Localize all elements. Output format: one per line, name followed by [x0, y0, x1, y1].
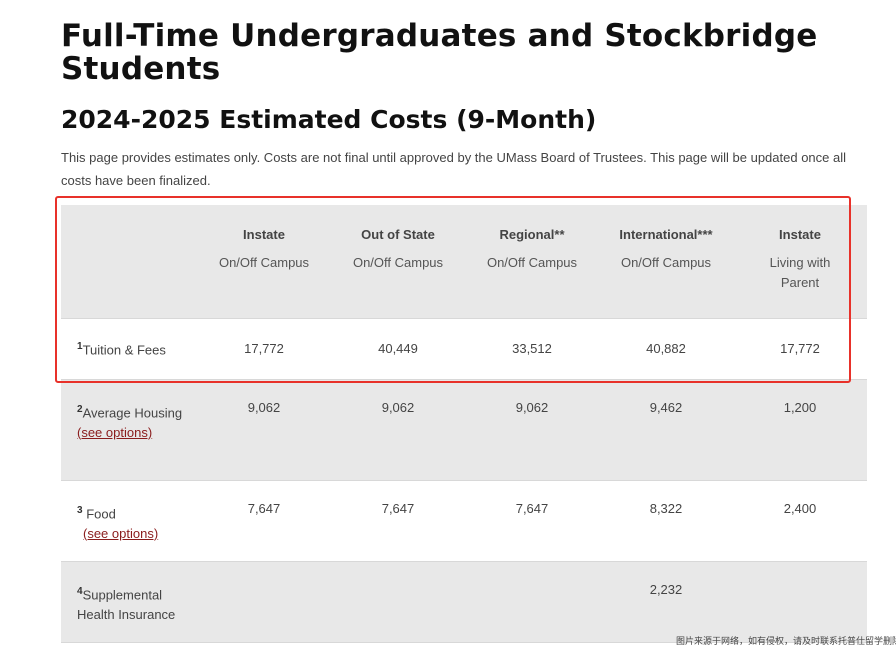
column-header: International*** On/Off Campus: [599, 205, 733, 319]
table-cell: 2,400: [733, 480, 867, 562]
table-cell: [331, 561, 465, 643]
table-cell: 40,882: [599, 318, 733, 380]
table-header-row: Instate On/Off Campus Out of State On/Off …: [61, 205, 867, 319]
see-options-link[interactable]: (see options): [77, 424, 153, 440]
table-cell: 9,062: [197, 379, 331, 481]
table-cell: 7,647: [331, 480, 465, 562]
table-cell: 9,462: [599, 379, 733, 481]
row-label: 4Supplemental Health Insurance: [61, 561, 197, 643]
table-cell: 1,200: [733, 379, 867, 481]
table-row: 3 Food (see options) 7,647 7,647 7,647 8,…: [61, 480, 867, 562]
table-row: 4Supplemental Health Insurance 2,232: [61, 561, 867, 643]
table-row: 1Tuition & Fees 17,772 40,449 33,512 40,…: [61, 318, 867, 380]
row-label: 1Tuition & Fees: [61, 318, 197, 380]
column-header: Instate On/Off Campus: [197, 205, 331, 319]
table-cell: 17,772: [197, 318, 331, 380]
table-cell: 9,062: [331, 379, 465, 481]
table-cell: 7,647: [465, 480, 599, 562]
table-row: 2Average Housing (see options) 9,062 9,0…: [61, 379, 867, 481]
row-label: 3 Food (see options): [61, 480, 197, 562]
column-header: Out of State On/Off Campus: [331, 205, 465, 319]
header-empty-cell: [61, 205, 197, 319]
page-subtitle: 2024-2025 Estimated Costs (9-Month): [61, 105, 597, 134]
watermark-text: 图片来源于网络，如有侵权，请及时联系托普仕留学删除: [676, 637, 896, 647]
page-title: Full-Time Undergraduates and Stockbridge…: [61, 18, 818, 87]
intro-text: This page provides estimates only. Costs…: [61, 150, 847, 188]
table-cell: 9,062: [465, 379, 599, 481]
column-header: Instate Living with Parent: [733, 205, 867, 319]
table-cell: [197, 561, 331, 643]
table-cell: 2,232: [599, 561, 733, 643]
row-label: 2Average Housing (see options): [61, 379, 197, 481]
see-options-link[interactable]: (see options): [83, 525, 159, 541]
table-cell: [465, 561, 599, 643]
table-cell: 40,449: [331, 318, 465, 380]
table-cell: [733, 561, 867, 643]
table-cell: 7,647: [197, 480, 331, 562]
table-cell: 17,772: [733, 318, 867, 380]
column-header: Regional** On/Off Campus: [465, 205, 599, 319]
table-cell: 8,322: [599, 480, 733, 562]
table-cell: 33,512: [465, 318, 599, 380]
cost-table: Instate On/Off Campus Out of State On/Off …: [61, 205, 867, 643]
